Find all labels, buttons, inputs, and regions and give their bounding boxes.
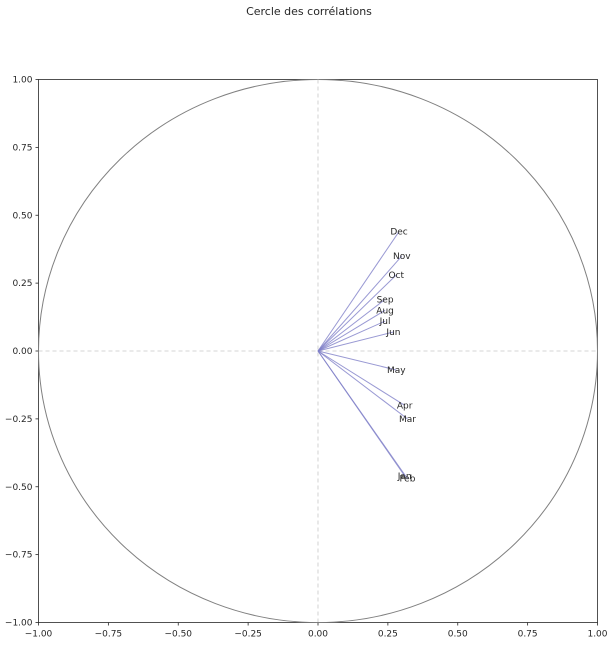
- x-tick-label: 1.00: [587, 630, 607, 640]
- vector-label-nov: Nov: [393, 252, 411, 262]
- vector-nov: [317, 255, 403, 352]
- y-tick-label: 1.00: [12, 76, 32, 86]
- vector-label-feb: Feb: [399, 475, 415, 485]
- plot-area: −1.00 −0.75 −0.50 −0.25 0.00 0.25 0.50 0.75 1.00…: [5, 76, 608, 640]
- vector-label-mar: Mar: [399, 415, 416, 425]
- vector-label-dec: Dec: [390, 228, 407, 238]
- chart-title: Cercle des corrélations: [246, 5, 372, 18]
- y-tick-label: 0.25: [12, 279, 32, 289]
- y-tick-label: 0.50: [12, 211, 32, 221]
- y-tick-label: −0.50: [5, 483, 33, 493]
- x-tick-label: −0.50: [164, 630, 192, 640]
- vector-label-jan: Jan: [397, 472, 412, 482]
- x-tick-label: −0.25: [234, 630, 262, 640]
- vector-label-oct: Oct: [388, 271, 404, 281]
- y-tick-label: 0.75: [12, 143, 32, 153]
- x-tick-label: 0.00: [308, 630, 328, 640]
- vector-jun: [317, 331, 394, 352]
- vector-label-may: May: [387, 366, 406, 376]
- x-tick-label: 0.75: [518, 630, 538, 640]
- vector-aug: [317, 309, 386, 352]
- vector-feb: [317, 350, 408, 479]
- vector-oct: [317, 274, 397, 352]
- vector-label-aug: Aug: [376, 306, 394, 316]
- vector-dec: [317, 231, 400, 352]
- vector-apr: [317, 350, 405, 406]
- vector-label-jun: Jun: [385, 328, 400, 338]
- vector-sep: [317, 299, 386, 352]
- vector-may: [317, 350, 397, 371]
- vector-label-apr: Apr: [397, 401, 413, 411]
- vector-jul: [317, 320, 386, 352]
- x-tick-label: −0.75: [95, 630, 123, 640]
- y-tick-label: −0.75: [5, 551, 33, 561]
- vector-label-jul: Jul: [379, 317, 391, 327]
- x-tick-label: 0.50: [448, 630, 468, 640]
- vector-label-sep: Sep: [377, 295, 394, 305]
- x-tick-label: 0.25: [378, 630, 398, 640]
- vector-mar: [317, 350, 408, 420]
- y-tick-label: −1.00: [5, 619, 33, 629]
- x-tick-label: −1.00: [25, 630, 53, 640]
- y-tick-label: −0.25: [5, 415, 33, 425]
- y-tick-label: 0.00: [12, 347, 32, 357]
